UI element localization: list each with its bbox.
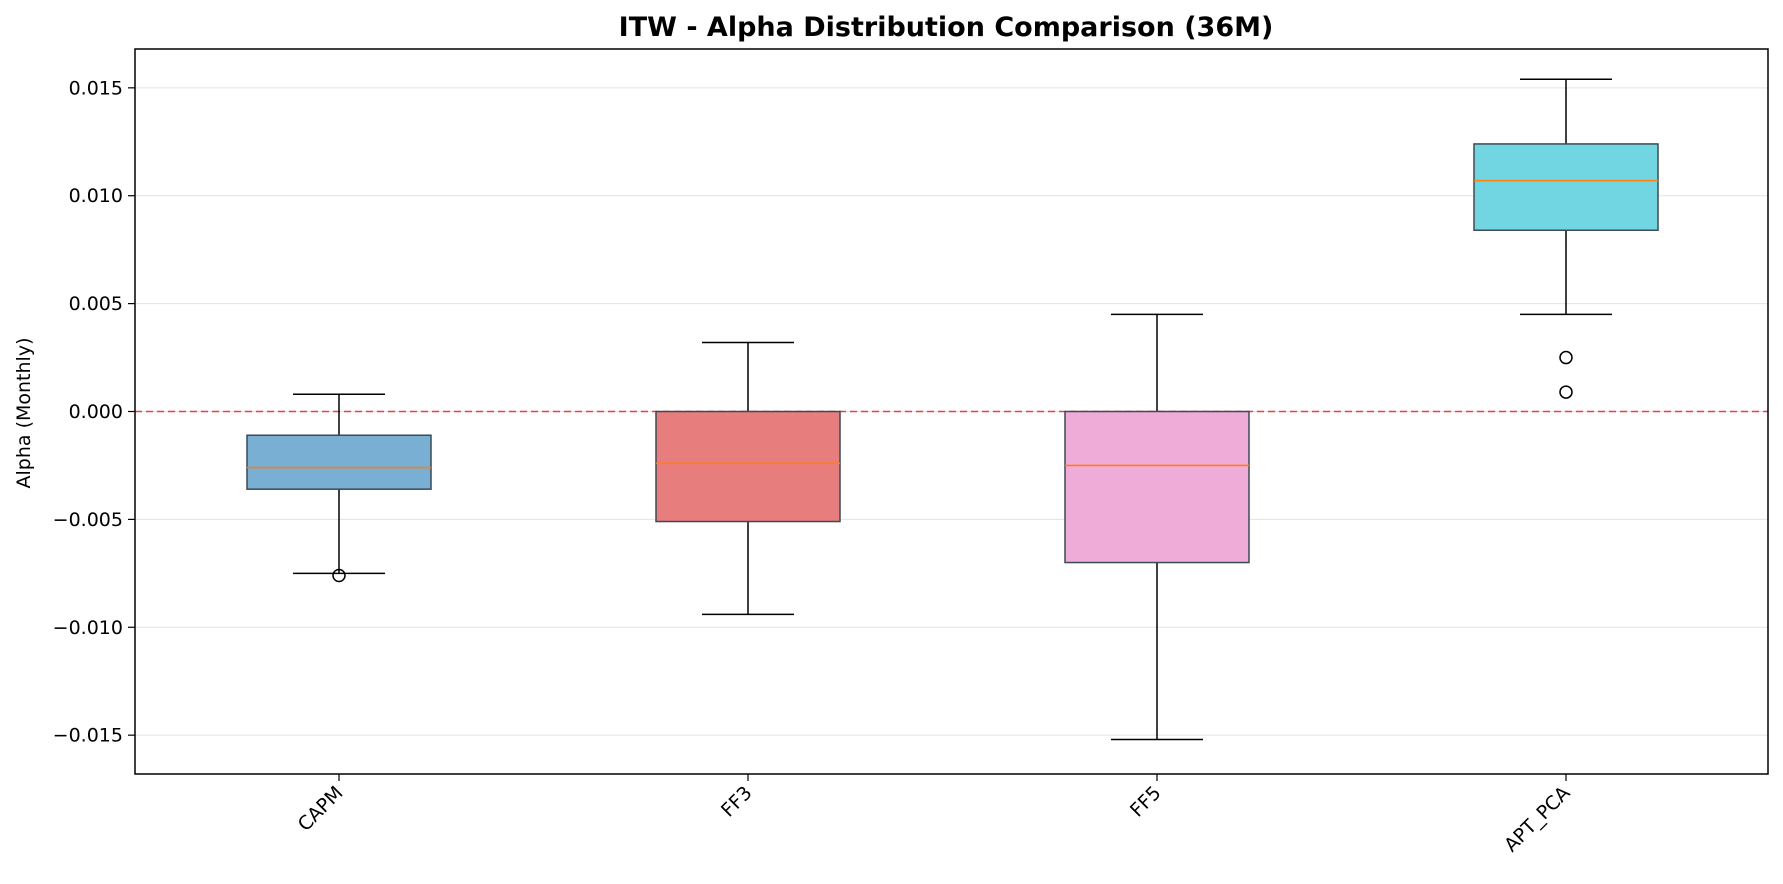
- y-tick-label: −0.005: [53, 509, 123, 531]
- x-tick-label: CAPM: [294, 782, 348, 836]
- y-axis: −0.015 −0.010 −0.005 0.000 0.005 0.010 0.015: [53, 77, 135, 747]
- y-tick-label: −0.010: [53, 617, 123, 639]
- outlier-point: [1559, 385, 1573, 399]
- plot-frame: [134, 48, 1769, 775]
- box-apt-pca: [1473, 78, 1659, 399]
- x-tick-label: APT_PCA: [1500, 782, 1574, 856]
- outlier-point: [1559, 350, 1573, 365]
- y-tick-label: −0.015: [53, 725, 123, 747]
- chart-title: ITW - Alpha Distribution Comparison (36M…: [619, 12, 1274, 43]
- outlier-point: [332, 568, 346, 583]
- box-ff5: [1064, 313, 1250, 741]
- box-capm: [246, 393, 432, 583]
- iqr-box: [655, 410, 841, 523]
- x-tick-label: FF5: [1126, 782, 1166, 822]
- iqr-box: [246, 434, 432, 490]
- box-ff3: [655, 341, 841, 616]
- grid-lines: [135, 87, 1768, 736]
- x-tick-label: FF3: [717, 782, 757, 822]
- iqr-box: [1473, 143, 1659, 231]
- y-tick-label: 0.005: [69, 293, 123, 315]
- iqr-box: [1064, 410, 1250, 564]
- y-tick-label: 0.015: [69, 77, 123, 99]
- boxes: [246, 78, 1659, 741]
- x-axis: CAPM FF3 FF5 APT_PCA: [294, 774, 1575, 856]
- y-tick-label: 0.010: [69, 185, 123, 207]
- y-axis-label: Alpha (Monthly): [13, 338, 35, 489]
- y-tick-label: 0.000: [69, 401, 123, 423]
